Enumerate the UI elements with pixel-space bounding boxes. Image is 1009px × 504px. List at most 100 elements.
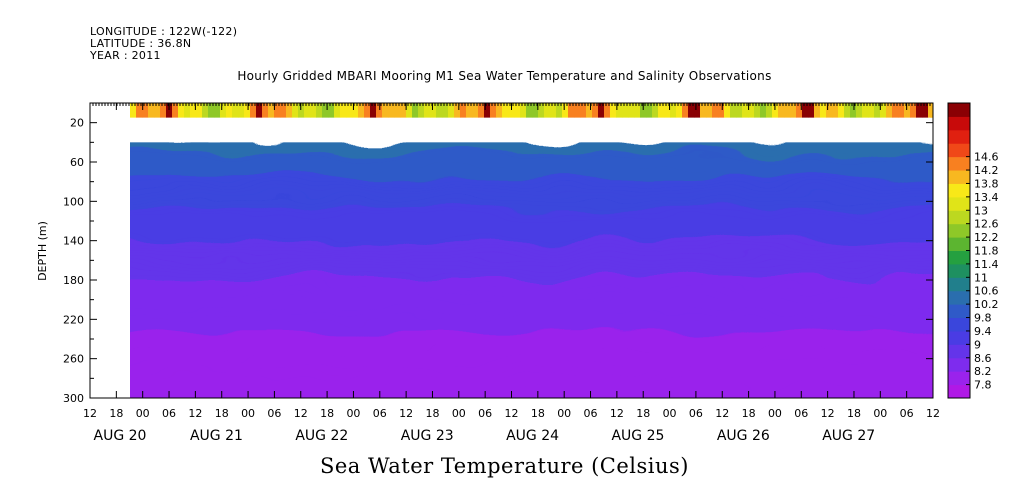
surface-cell — [706, 103, 713, 118]
colorbar-label: 9.8 — [974, 312, 992, 325]
surface-cell — [316, 103, 323, 118]
x-hour-tick-label: 18 — [531, 407, 545, 420]
depth-band — [110, 184, 933, 191]
surface-cell — [334, 103, 341, 118]
missing-data-gap — [130, 117, 930, 143]
surface-cell — [856, 103, 863, 118]
y-tick-label: 60 — [70, 156, 84, 169]
surface-cell — [766, 103, 773, 118]
surface-cell — [310, 103, 317, 118]
surface-cell — [406, 103, 413, 118]
surface-cell — [700, 103, 707, 118]
colorbar-label: 10.6 — [974, 285, 999, 298]
surface-cell — [718, 103, 725, 118]
depth-band — [110, 401, 953, 407]
depth-band — [110, 365, 933, 372]
surface-cell — [604, 103, 611, 118]
x-hour-tick-label: 18 — [636, 407, 650, 420]
surface-cell — [778, 103, 785, 118]
surface-cell — [466, 103, 473, 118]
colorbar-label: 11.4 — [974, 258, 999, 271]
depth-band — [110, 361, 933, 368]
surface-cell — [220, 103, 227, 118]
depth-band — [110, 385, 933, 392]
surface-cell — [304, 103, 311, 118]
depth-band — [110, 164, 933, 171]
colorbar-label: 9.4 — [974, 325, 992, 338]
colorbar-label: 13 — [974, 204, 988, 217]
x-day-label: AUG 25 — [611, 428, 664, 444]
surface-cell — [904, 103, 911, 118]
colorbar-label: 8.6 — [974, 352, 992, 365]
depth-band — [110, 231, 933, 238]
surface-cell — [808, 103, 815, 118]
colorbar-swatch — [948, 290, 970, 305]
x-hour-tick-label: 12 — [399, 407, 413, 420]
depth-band — [110, 373, 933, 380]
depth-band — [110, 330, 933, 337]
surface-cell — [622, 103, 629, 118]
surface-cell — [568, 103, 575, 118]
colorbar-label: 14.2 — [974, 164, 999, 177]
surface-cell — [628, 103, 635, 118]
x-hour-tick-label: 18 — [742, 407, 756, 420]
depth-band — [110, 357, 933, 364]
surface-cell — [190, 103, 197, 118]
x-hour-tick-label: 06 — [267, 407, 281, 420]
x-hour-tick-label: 00 — [452, 407, 466, 420]
surface-cell — [448, 103, 455, 118]
depth-band — [110, 180, 933, 187]
depth-band — [110, 393, 933, 398]
colorbar-swatch — [948, 210, 970, 225]
surface-cell — [286, 103, 293, 118]
depth-band — [110, 255, 933, 262]
depth-band — [110, 341, 933, 348]
x-hour-tick-label: 12 — [715, 407, 729, 420]
surface-cell — [526, 103, 533, 118]
depth-band — [110, 286, 933, 293]
depth-band — [110, 279, 933, 285]
surface-cell — [532, 103, 539, 118]
depth-band — [110, 294, 933, 301]
depth-band — [110, 153, 933, 160]
x-day-label: AUG 24 — [506, 428, 559, 444]
surface-cell — [178, 103, 185, 118]
x-hour-tick-label: 06 — [162, 407, 176, 420]
depth-band — [110, 227, 933, 234]
surface-cell — [634, 103, 641, 118]
colorbar-swatch — [948, 143, 970, 158]
surface-cell — [280, 103, 287, 118]
surface-cell — [430, 103, 437, 118]
surface-cell — [910, 103, 917, 118]
surface-cell — [688, 103, 695, 118]
depth-band — [110, 263, 933, 270]
depth-band — [110, 239, 933, 246]
y-tick-label: 20 — [70, 117, 84, 130]
surface-cell — [136, 103, 143, 118]
surface-cell — [754, 103, 761, 118]
colorbar-swatch — [948, 116, 970, 131]
surface-cell — [610, 103, 617, 118]
surface-cell — [502, 103, 509, 118]
x-hour-tick-label: 00 — [136, 407, 150, 420]
x-hour-tick-label: 00 — [663, 407, 677, 420]
colorbar-swatch — [948, 223, 970, 238]
surface-cell — [268, 103, 275, 118]
latitude-label: LATITUDE : 36.8N — [90, 37, 192, 50]
depth-band — [110, 338, 933, 344]
surface-cell — [730, 103, 737, 118]
colorbar-swatch — [948, 183, 970, 198]
surface-cell — [412, 103, 419, 118]
depth-band — [110, 192, 933, 199]
surface-cell — [160, 103, 167, 118]
x-hour-tick-label: 18 — [847, 407, 861, 420]
surface-cell — [586, 103, 593, 118]
colorbar-swatch — [948, 371, 970, 386]
surface-cell — [826, 103, 833, 118]
x-hour-tick-label: 06 — [794, 407, 808, 420]
depth-band — [110, 176, 933, 183]
surface-cell — [376, 103, 383, 118]
surface-cell — [142, 103, 149, 118]
surface-cell — [298, 103, 305, 118]
depth-band — [110, 149, 933, 156]
